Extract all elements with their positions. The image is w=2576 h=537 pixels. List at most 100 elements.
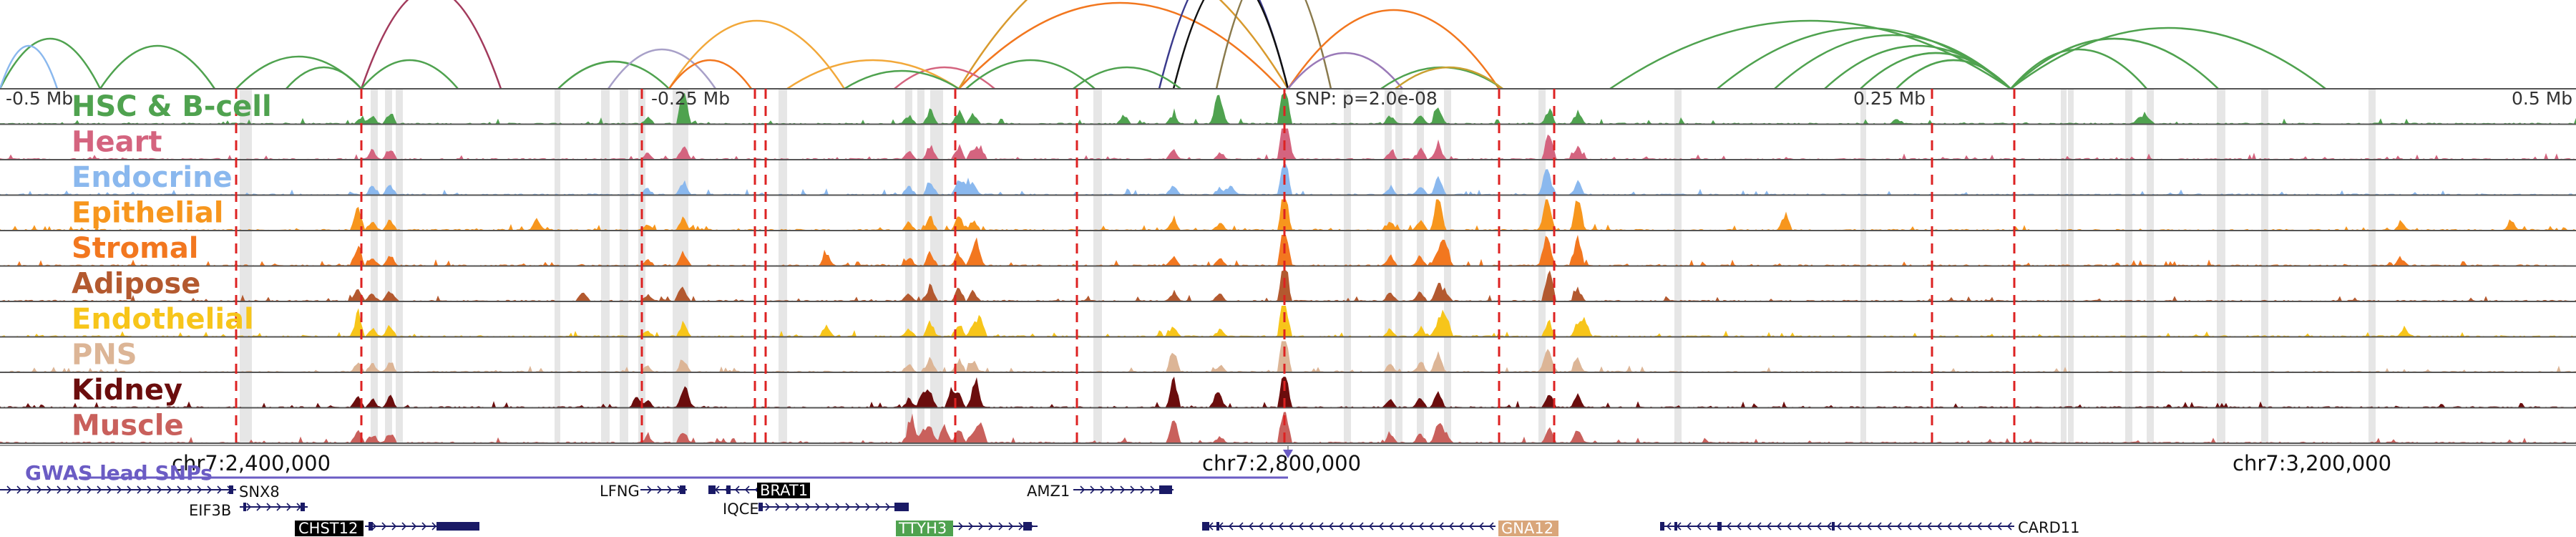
strand-arrow <box>1338 522 1344 531</box>
gene-exon <box>1202 522 1209 531</box>
gene-exon <box>1717 522 1722 531</box>
gene-label-ttyh3: TTYH3 <box>898 520 947 537</box>
strand-arrow <box>958 522 964 531</box>
strand-arrow <box>835 503 841 511</box>
gene-label-eif3b: EIF3B <box>189 502 231 519</box>
loop-arc <box>2010 37 2219 90</box>
loop-arc <box>1287 52 1403 90</box>
gene-exon <box>1023 522 1032 531</box>
strand-arrow <box>207 485 213 494</box>
signal-area <box>0 93 2576 125</box>
strand-arrow <box>1926 522 1932 531</box>
gene-highlight-chst12 <box>295 521 364 536</box>
strand-arrow <box>1388 522 1394 531</box>
strand-arrow <box>117 485 122 494</box>
loop-arc <box>668 59 753 90</box>
strand-arrow <box>1378 522 1384 531</box>
strand-arrow <box>1936 522 1942 531</box>
strand-arrow <box>1288 522 1294 531</box>
loop-arc <box>0 44 59 90</box>
loop-arc <box>957 0 1289 90</box>
strand-arrow <box>1398 522 1404 531</box>
strand-arrow <box>1836 522 1842 531</box>
loop-arc <box>668 19 846 90</box>
gene-highlight-brat1 <box>757 483 810 498</box>
strand-arrow <box>1736 522 1742 531</box>
strand-arrow <box>657 485 663 494</box>
strand-arrow <box>1428 522 1434 531</box>
strand-arrow <box>1090 485 1096 494</box>
strand-arrow <box>1140 485 1146 494</box>
strand-arrow <box>1448 522 1454 531</box>
track-label: PNS <box>72 339 137 372</box>
gene-exon <box>436 522 479 531</box>
strand-arrow <box>1418 522 1424 531</box>
strand-arrow <box>67 485 72 494</box>
strand-arrow <box>1438 522 1444 531</box>
gene-label-iqce: IQCE <box>723 500 759 518</box>
loop-arc <box>1172 0 1289 90</box>
strand-arrow <box>845 503 851 511</box>
gene-exon <box>243 503 246 511</box>
strand-arrow <box>246 503 252 511</box>
strand-arrow <box>805 503 811 511</box>
strand-arrow <box>1766 522 1772 531</box>
strand-arrow <box>1308 522 1314 531</box>
signal-area <box>0 270 2576 301</box>
strand-arrow <box>734 485 740 494</box>
signal-area <box>0 199 2576 231</box>
loop-arc <box>286 66 362 90</box>
strand-arrow <box>1726 522 1732 531</box>
gene-label-brat1: BRAT1 <box>760 482 808 499</box>
strand-arrow <box>1328 522 1334 531</box>
strand-arrow <box>1666 522 1672 531</box>
strand-arrow <box>47 485 52 494</box>
strand-arrow <box>1368 522 1374 531</box>
track-label: Adipose <box>72 268 200 301</box>
gene-exon <box>726 485 731 494</box>
strand-arrow <box>815 503 821 511</box>
gene-exon <box>1159 485 1172 494</box>
strand-arrow <box>57 485 62 494</box>
strand-arrow <box>765 503 771 511</box>
track-label: Kidney <box>72 374 182 407</box>
gene-label-gna12: GNA12 <box>1501 520 1553 537</box>
strand-arrow <box>217 485 223 494</box>
strand-arrow <box>127 485 132 494</box>
signal-area <box>0 164 2576 195</box>
track-label: HSC & B-cell <box>72 90 272 123</box>
strand-arrow <box>1956 522 1962 531</box>
strand-arrow <box>865 503 871 511</box>
loop-arc <box>1287 9 1501 90</box>
strand-arrow <box>667 485 673 494</box>
strand-arrow <box>157 485 162 494</box>
strand-arrow <box>647 485 653 494</box>
strand-arrow <box>1408 522 1414 531</box>
guide-lines <box>235 89 2016 443</box>
strand-arrow <box>1796 522 1802 531</box>
strand-arrow <box>1966 522 1972 531</box>
gene-label-lfng: LFNG <box>600 483 640 500</box>
signal-area <box>0 306 2576 337</box>
track-label: Stromal <box>72 232 199 265</box>
ruler-snp-label: SNP: p=2.0e-08 <box>1295 88 1438 109</box>
gwas-snp-marker <box>1283 450 1293 458</box>
loop-arc <box>557 60 670 90</box>
strand-arrow <box>6 485 12 494</box>
signal-area <box>0 235 2576 266</box>
strand-arrow <box>1298 522 1304 531</box>
loop-arc <box>0 37 102 90</box>
ruler-left-mid-label: -0.25 Mb <box>651 88 730 109</box>
gene-highlight-gna12 <box>1498 521 1558 536</box>
strand-arrow <box>1696 522 1702 531</box>
strand-arrow <box>401 522 407 531</box>
strand-arrow <box>785 503 791 511</box>
ruler-right-mid-label: 0.25 Mb <box>1853 88 1926 109</box>
strand-arrow <box>1468 522 1474 531</box>
signal-tracks <box>0 88 2576 444</box>
gene-exon <box>1674 522 1677 531</box>
strand-arrow <box>1886 522 1892 531</box>
loop-arc <box>2010 26 2326 90</box>
strand-arrow <box>1686 522 1692 531</box>
strand-arrow <box>1120 485 1126 494</box>
